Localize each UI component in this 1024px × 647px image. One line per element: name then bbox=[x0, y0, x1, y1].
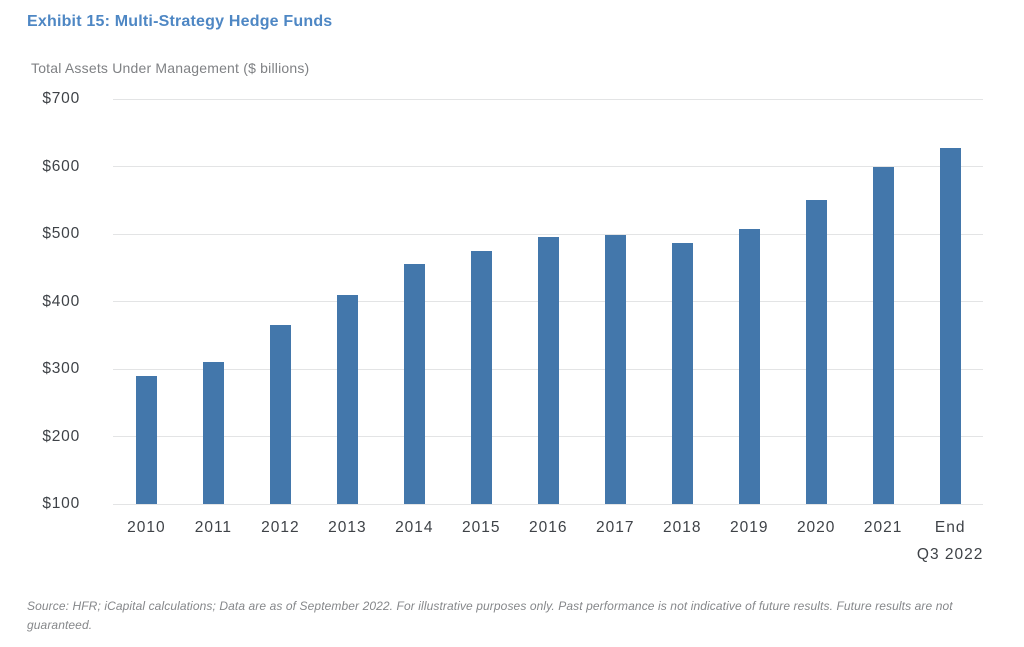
source-note: Source: HFR; iCapital calculations; Data… bbox=[27, 599, 953, 632]
gridline-100 bbox=[113, 503, 983, 505]
y-tick-label-700: $700 bbox=[42, 90, 80, 107]
bar-2018 bbox=[671, 242, 693, 504]
bar-2021 bbox=[872, 166, 894, 504]
bar-2014 bbox=[403, 263, 425, 504]
bar-2015 bbox=[470, 250, 492, 504]
x-tick-label-end-q3-2022: End Q3 2022 bbox=[916, 519, 984, 563]
bar-2017 bbox=[604, 235, 626, 504]
y-tick-label-100: $100 bbox=[42, 495, 80, 512]
bar-2016 bbox=[537, 237, 559, 504]
x-tick-label-2016: 2016 bbox=[529, 519, 568, 536]
x-tick-label-2015: 2015 bbox=[462, 519, 501, 536]
x-tick-label-2012: 2012 bbox=[261, 519, 300, 536]
y-tick-label-200: $200 bbox=[42, 427, 80, 445]
bar-2010 bbox=[135, 375, 157, 504]
x-tick-label-2018: 2018 bbox=[662, 519, 702, 536]
x-tick-label-2013: 2013 bbox=[328, 519, 367, 536]
bar-end-q3-2022 bbox=[939, 148, 961, 504]
y-tick-label-300: $300 bbox=[42, 360, 80, 377]
x-tick-label-2014: 2014 bbox=[395, 519, 434, 536]
chart-title: Exhibit 15: Multi-Strategy Hedge Funds bbox=[27, 13, 333, 30]
x-tick-label-2011: 2011 bbox=[194, 519, 233, 536]
bar-chart-plot-area bbox=[113, 98, 983, 505]
x-tick-label-2021: 2021 bbox=[863, 519, 903, 536]
gridline-700 bbox=[113, 98, 983, 100]
bar-2011 bbox=[202, 362, 224, 504]
y-tick-label-400: $400 bbox=[42, 292, 80, 310]
x-tick-label-2017: 2017 bbox=[596, 519, 635, 536]
bar-2019 bbox=[738, 228, 760, 504]
y-tick-label-500: $500 bbox=[42, 225, 80, 242]
bar-2013 bbox=[336, 294, 358, 504]
chart-subtitle: Total Assets Under Management ($ billion… bbox=[31, 60, 310, 76]
x-tick-label-2010: 2010 bbox=[127, 519, 166, 536]
gridline-500 bbox=[113, 233, 983, 235]
y-tick-label-600: $600 bbox=[42, 157, 80, 175]
bar-2020 bbox=[805, 199, 827, 504]
x-tick-label-2020: 2020 bbox=[796, 519, 836, 536]
x-tick-label-2019: 2019 bbox=[729, 519, 769, 536]
bar-2012 bbox=[269, 325, 291, 504]
gridline-600 bbox=[113, 166, 983, 167]
